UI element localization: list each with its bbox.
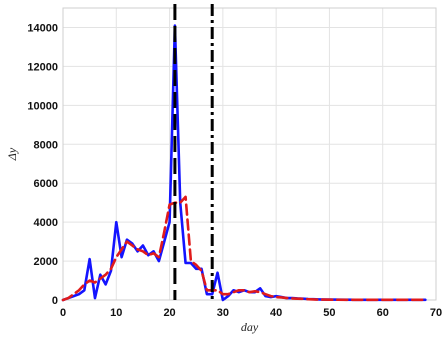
y-tick-label-1: 2000 (34, 256, 58, 268)
x-tick-label-1: 10 (110, 307, 122, 319)
y-tick-label-5: 10000 (27, 100, 58, 112)
x-tick-label-7: 70 (430, 307, 442, 319)
x-tick-label-2: 20 (163, 307, 175, 319)
x-axis-label: day (241, 320, 259, 334)
y-axis-label: Δy (5, 147, 19, 161)
x-tick-label-6: 60 (377, 307, 389, 319)
plot-frame (62, 7, 437, 301)
x-tick-label-5: 50 (323, 307, 335, 319)
y-tick-label-7: 14000 (27, 22, 58, 34)
vertical-markers (173, 4, 214, 300)
x-tick-label-0: 0 (60, 307, 66, 319)
y-tick-label-4: 8000 (34, 139, 58, 151)
y-tick-labels: 0 2000 4000 6000 8000 10000 12000 14000 (27, 22, 58, 307)
x-tick-label-4: 40 (270, 307, 282, 319)
grid (62, 8, 437, 301)
series-line-1 (61, 195, 427, 302)
x-tick-label-3: 30 (217, 307, 229, 319)
y-tick-label-3: 6000 (34, 178, 58, 190)
x-tick-labels: 0 10 20 30 40 50 60 70 (60, 307, 442, 319)
y-tick-label-0: 0 (52, 295, 58, 307)
y-tick-label-6: 12000 (27, 61, 58, 73)
series-lines (61, 24, 427, 302)
y-tick-label-2: 4000 (34, 217, 58, 229)
